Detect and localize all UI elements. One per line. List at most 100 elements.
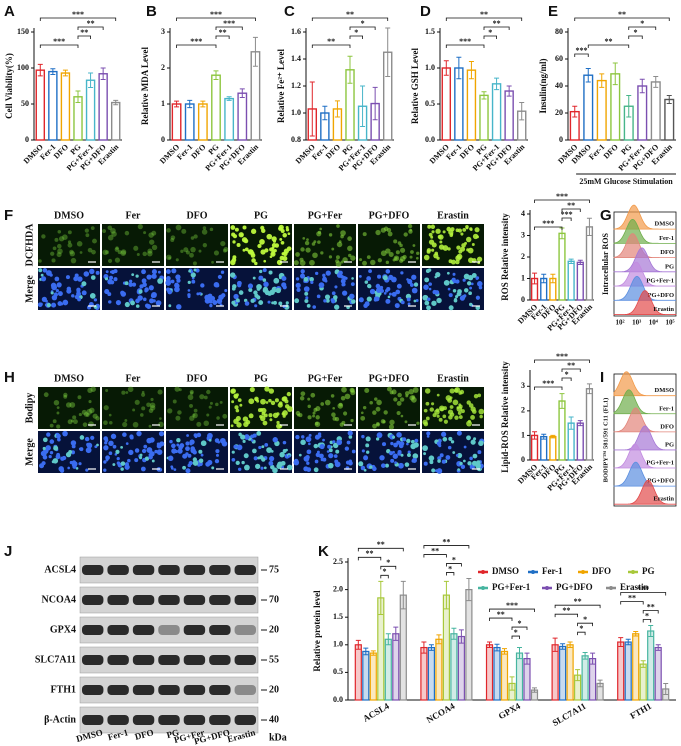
cell <box>397 392 402 398</box>
cell <box>93 298 98 302</box>
cell <box>173 468 177 471</box>
bar <box>583 74 594 141</box>
cell <box>276 420 280 425</box>
cell <box>52 419 57 424</box>
cell <box>434 275 438 279</box>
row-label: Merge <box>24 275 35 303</box>
bar <box>399 594 407 701</box>
cell <box>143 444 148 449</box>
cell <box>306 238 309 242</box>
cell <box>71 294 75 298</box>
legend-dot <box>609 586 613 590</box>
cell <box>231 457 236 462</box>
histogram <box>613 389 676 415</box>
cell <box>466 435 471 441</box>
cell <box>62 299 69 306</box>
cell <box>250 298 255 303</box>
cell <box>428 287 432 291</box>
cell <box>390 276 397 283</box>
error-bar <box>494 77 500 91</box>
cell <box>405 394 409 398</box>
cell <box>233 418 239 425</box>
cell <box>268 413 273 418</box>
significance-label: ** <box>442 537 450 546</box>
cell <box>134 399 140 405</box>
significance-label: *** <box>542 219 554 228</box>
error-bar <box>575 669 581 682</box>
cell <box>453 388 459 393</box>
y-axis-label: Intracellular ROS <box>601 233 610 295</box>
cell <box>147 250 153 257</box>
significance-label: *** <box>542 379 554 388</box>
cell <box>120 250 127 256</box>
cell <box>110 269 116 275</box>
cell <box>78 462 82 466</box>
cell <box>472 233 479 240</box>
cell <box>374 397 378 401</box>
cell <box>458 403 462 407</box>
cell <box>190 236 195 240</box>
significance-label: * <box>514 628 518 637</box>
cell <box>274 243 280 248</box>
cell <box>434 251 439 256</box>
error-bar <box>639 78 645 94</box>
cell <box>319 227 323 231</box>
cell <box>455 279 460 284</box>
blot-band <box>107 685 129 695</box>
bar <box>197 103 208 141</box>
legend-label: DMSO <box>492 566 519 576</box>
cell <box>393 397 398 402</box>
histogram-label: DMSO <box>655 221 675 228</box>
significance-bracket <box>554 604 601 609</box>
bar <box>500 650 509 701</box>
cell <box>298 413 303 418</box>
cell <box>247 249 254 255</box>
significance-bracket <box>489 608 535 613</box>
cell <box>310 392 316 398</box>
cell <box>151 269 157 275</box>
cell <box>402 437 407 442</box>
cell <box>463 459 466 463</box>
cell <box>431 248 435 252</box>
cell <box>56 282 62 288</box>
blot-band <box>82 655 104 665</box>
cell <box>55 454 61 460</box>
cell <box>254 304 258 308</box>
cell <box>381 442 387 447</box>
x-tick-label: 10² <box>615 319 624 327</box>
cell <box>441 431 447 437</box>
cell <box>111 231 117 237</box>
significance-bracket <box>311 44 351 48</box>
significance-bracket <box>620 592 667 596</box>
cell <box>346 440 351 445</box>
cell <box>431 300 437 306</box>
cell <box>318 453 324 459</box>
cell <box>105 455 110 461</box>
bar <box>485 644 494 701</box>
cell <box>265 401 269 404</box>
x-tick-label: DFO <box>602 142 620 160</box>
cell <box>168 256 172 260</box>
cell <box>342 282 346 287</box>
protein-label: NCOA4 <box>42 594 76 605</box>
cell <box>49 439 55 444</box>
histogram <box>613 247 676 273</box>
cell <box>203 420 210 427</box>
cell <box>430 224 436 229</box>
cell <box>222 248 227 253</box>
error-bar <box>62 69 68 77</box>
cell <box>295 434 300 440</box>
bar <box>479 94 489 141</box>
cell <box>348 460 353 466</box>
cell <box>441 459 446 464</box>
cell <box>276 412 280 416</box>
cell <box>281 412 285 416</box>
error-bar <box>599 73 605 88</box>
cell <box>398 462 404 469</box>
cell <box>375 283 381 289</box>
cell <box>448 259 453 264</box>
panel-letter: B <box>146 3 157 20</box>
cell <box>414 438 419 443</box>
cell <box>185 468 191 474</box>
bar <box>549 435 557 461</box>
